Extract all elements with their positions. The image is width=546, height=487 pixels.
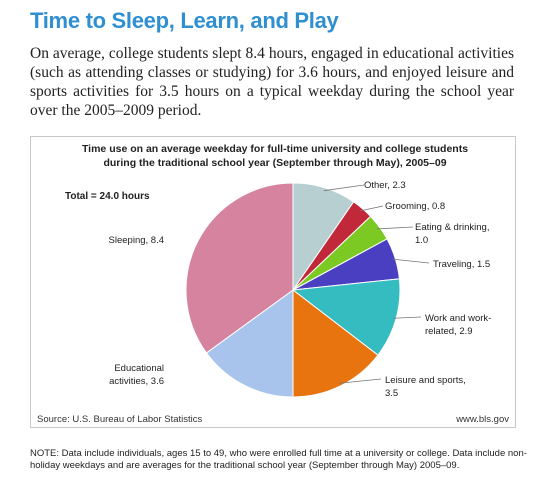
chart-frame: Time use on an average weekday for full-… [30,136,516,428]
source-text: Source: U.S. Bureau of Labor Statistics [37,414,203,425]
slice-label-line: 3.5 [385,388,398,399]
leader-line [338,378,382,384]
chart-title-line-2: during the traditional school year (Sept… [103,157,446,169]
slice-label: Eating & drinking, 1.0 [415,222,489,246]
slice-label: Sleeping, 8.4 [109,235,164,246]
slice-label-line: Sleeping, 8.4 [109,235,164,246]
slice-label-line: related, 2.9 [425,326,473,337]
pie-slices [185,182,401,398]
slice-labels: Other, 2.3 Grooming, 0.8 Eating & drinking… [109,180,492,399]
slice-label-line: activities, 3.6 [109,376,164,387]
slice-label: Traveling, 1.5 [433,259,490,270]
slice-label: Grooming, 0.8 [385,201,445,212]
slice-label: Educational activities, 3.6 [109,363,164,387]
slice-label: Other, 2.3 [364,180,406,191]
page-heading: Time to Sleep, Learn, and Play [30,8,339,33]
pie-slice [185,182,294,354]
leader-line [360,205,384,212]
slice-label: Leisure and sports, 3.5 [385,375,466,399]
chart-title-line-1: Time use on an average weekday for full-… [82,143,468,155]
slice-label-line: Eating & drinking, [415,222,489,233]
intro-paragraph: On average, college students slept 8.4 h… [30,45,514,119]
slice-label-line: Leisure and sports, [385,375,466,386]
slice-label-line: Grooming, 0.8 [385,201,445,212]
leader-line [323,184,365,192]
pie-slice [205,289,294,398]
pie-slice [291,278,401,356]
pie-slice [292,288,379,398]
leader-line [392,258,430,264]
slice-label-line: Educational [114,363,164,374]
slice-label: Work and work-related, 2.9 [425,313,491,337]
footnote: NOTE: Data include individuals, ages 15 … [30,448,527,471]
site-text: www.bls.gov [455,414,509,425]
total-label: Total = 24.0 hours [65,191,150,202]
slice-label-line: Traveling, 1.5 [433,259,490,270]
leader-line [377,226,414,230]
leader-lines [323,184,430,384]
leader-line [393,316,422,319]
slice-label-line: 1.0 [415,235,428,246]
pie-chart: Time use on an average weekday for full-… [37,143,509,425]
slice-label-line: Work and work- [425,313,491,324]
slice-label-line: Other, 2.3 [364,180,406,191]
